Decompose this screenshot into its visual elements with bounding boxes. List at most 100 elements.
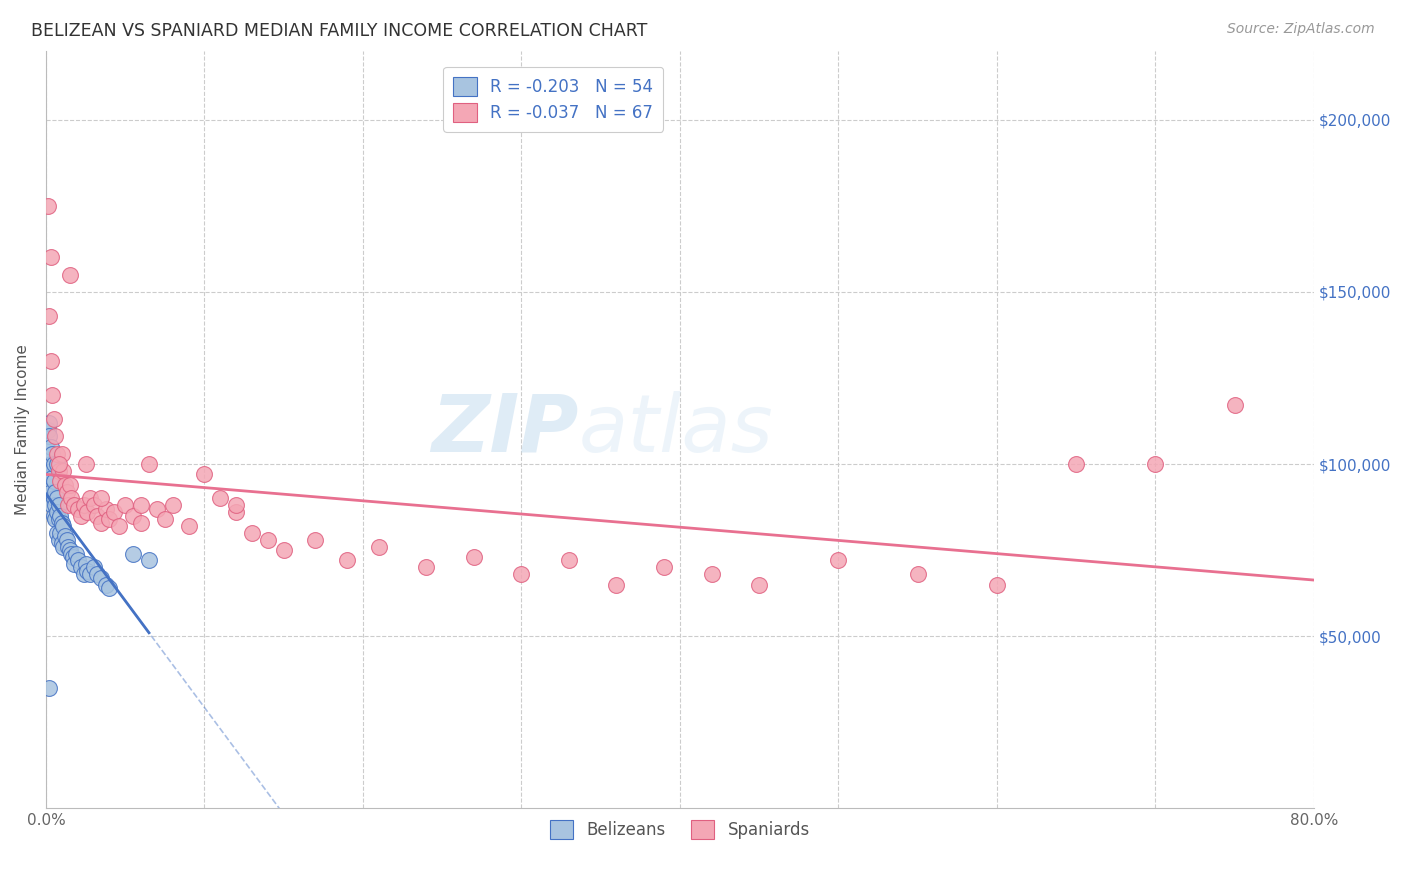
Point xyxy=(209,491,232,506)
Point xyxy=(96,577,118,591)
Point xyxy=(46,525,69,540)
Point xyxy=(46,491,69,506)
Point xyxy=(86,567,108,582)
Point xyxy=(153,512,176,526)
Point xyxy=(558,553,581,567)
Point xyxy=(162,499,184,513)
Point xyxy=(605,577,627,591)
Point xyxy=(63,499,86,513)
Point xyxy=(48,533,70,547)
Point xyxy=(103,505,125,519)
Point xyxy=(60,491,83,506)
Point xyxy=(69,560,91,574)
Point xyxy=(55,484,77,499)
Point xyxy=(41,447,63,461)
Point xyxy=(177,519,200,533)
Point xyxy=(59,543,82,558)
Point xyxy=(41,471,63,485)
Point xyxy=(76,505,98,519)
Point xyxy=(827,553,849,567)
Point xyxy=(48,512,70,526)
Point xyxy=(652,560,675,574)
Point xyxy=(1064,457,1087,471)
Point xyxy=(240,525,263,540)
Point xyxy=(55,533,77,547)
Point xyxy=(38,474,60,488)
Point xyxy=(65,547,87,561)
Point xyxy=(51,447,73,461)
Point xyxy=(39,464,62,478)
Point xyxy=(90,491,112,506)
Point xyxy=(49,525,72,540)
Legend: Belizeans, Spaniards: Belizeans, Spaniards xyxy=(543,813,817,846)
Point xyxy=(463,549,485,564)
Text: Source: ZipAtlas.com: Source: ZipAtlas.com xyxy=(1227,22,1375,37)
Point xyxy=(510,567,533,582)
Point xyxy=(41,499,63,513)
Point xyxy=(69,508,91,523)
Point xyxy=(83,499,105,513)
Point xyxy=(73,567,96,582)
Text: atlas: atlas xyxy=(578,391,773,468)
Point xyxy=(48,457,70,471)
Point xyxy=(38,309,60,323)
Point xyxy=(75,457,97,471)
Point xyxy=(79,567,101,582)
Point xyxy=(46,447,69,461)
Point xyxy=(39,251,62,265)
Point xyxy=(56,540,79,554)
Point xyxy=(53,529,76,543)
Point xyxy=(42,457,65,471)
Point xyxy=(86,508,108,523)
Point xyxy=(225,499,247,513)
Point xyxy=(907,567,929,582)
Point xyxy=(66,553,89,567)
Point xyxy=(76,564,98,578)
Point xyxy=(700,567,723,582)
Point xyxy=(986,577,1008,591)
Point xyxy=(98,512,121,526)
Point xyxy=(1144,457,1167,471)
Point xyxy=(79,491,101,506)
Point xyxy=(39,440,62,454)
Point xyxy=(38,416,60,430)
Point xyxy=(51,516,73,530)
Point xyxy=(46,505,69,519)
Point xyxy=(37,443,59,458)
Point xyxy=(75,557,97,571)
Point xyxy=(146,501,169,516)
Point xyxy=(336,553,359,567)
Point xyxy=(63,557,86,571)
Point xyxy=(98,581,121,595)
Point xyxy=(38,429,60,443)
Point xyxy=(90,571,112,585)
Point xyxy=(59,477,82,491)
Point xyxy=(273,543,295,558)
Point xyxy=(60,547,83,561)
Point xyxy=(108,519,131,533)
Point xyxy=(367,540,389,554)
Point xyxy=(44,512,66,526)
Point xyxy=(49,474,72,488)
Point xyxy=(256,533,278,547)
Point xyxy=(37,423,59,437)
Point xyxy=(114,499,136,513)
Point xyxy=(41,388,63,402)
Point xyxy=(42,508,65,523)
Point xyxy=(44,499,66,513)
Point xyxy=(42,474,65,488)
Point xyxy=(46,457,69,471)
Point xyxy=(38,681,60,695)
Point xyxy=(37,199,59,213)
Point xyxy=(49,508,72,523)
Point xyxy=(53,477,76,491)
Point xyxy=(748,577,770,591)
Point xyxy=(138,553,160,567)
Point xyxy=(415,560,437,574)
Point xyxy=(51,536,73,550)
Point xyxy=(193,467,215,482)
Point xyxy=(129,499,152,513)
Point xyxy=(304,533,326,547)
Point xyxy=(129,516,152,530)
Point xyxy=(39,353,62,368)
